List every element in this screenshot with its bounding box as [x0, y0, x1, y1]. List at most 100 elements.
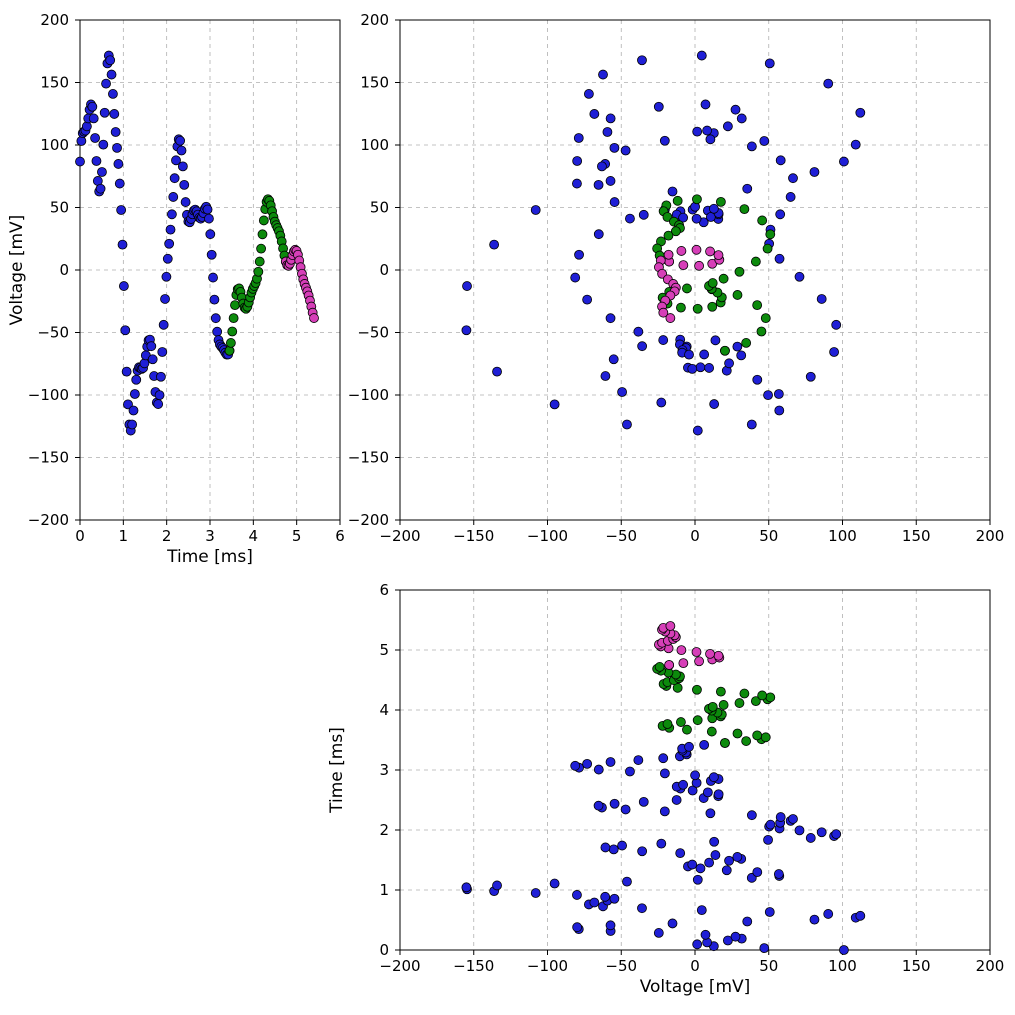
marker — [637, 56, 646, 65]
xtick-label: 200 — [976, 957, 1005, 975]
marker — [140, 359, 149, 368]
series-magenta — [654, 622, 723, 670]
marker — [639, 797, 648, 806]
marker — [677, 646, 686, 655]
marker — [82, 122, 91, 131]
marker — [230, 301, 239, 310]
marker — [121, 326, 130, 335]
marker — [743, 917, 752, 926]
ytick-label: 100 — [360, 136, 389, 154]
ytick-label: 150 — [40, 74, 69, 92]
marker — [735, 267, 744, 276]
marker — [693, 875, 702, 884]
marker — [765, 59, 774, 68]
marker — [610, 143, 619, 152]
ytick-label: −200 — [28, 511, 69, 529]
marker — [806, 833, 815, 842]
marker — [688, 860, 697, 869]
xlabel: Voltage [mV] — [640, 977, 751, 997]
marker — [594, 801, 603, 810]
marker — [747, 811, 756, 820]
marker — [753, 868, 762, 877]
marker — [660, 769, 669, 778]
marker — [706, 809, 715, 818]
marker — [178, 162, 187, 171]
xtick-label: 0 — [690, 957, 700, 975]
marker — [705, 858, 714, 867]
ytick-label: 4 — [379, 701, 389, 719]
marker — [766, 230, 775, 239]
marker — [733, 729, 742, 738]
ytick-label: 100 — [40, 136, 69, 154]
marker — [696, 864, 705, 873]
marker — [638, 342, 647, 351]
panel-top-right: −200−150−100−50050100150200−200−150−100−… — [348, 11, 1005, 545]
ytick-label: 6 — [379, 581, 389, 599]
marker — [213, 327, 222, 336]
marker — [77, 137, 86, 146]
marker — [830, 348, 839, 357]
marker — [856, 108, 865, 117]
marker — [735, 699, 744, 708]
marker — [795, 826, 804, 835]
marker — [660, 136, 669, 145]
marker — [92, 156, 101, 165]
marker — [731, 105, 740, 114]
marker — [203, 205, 212, 214]
marker — [695, 261, 704, 270]
marker — [609, 845, 618, 854]
marker — [720, 346, 729, 355]
marker — [763, 244, 772, 253]
ylabel: Voltage [mV] — [7, 215, 27, 326]
marker — [761, 314, 770, 323]
marker — [573, 923, 582, 932]
marker — [753, 731, 762, 740]
ytick-label: −150 — [28, 449, 69, 467]
marker — [751, 257, 760, 266]
marker — [740, 205, 749, 214]
marker — [161, 294, 170, 303]
marker — [155, 391, 164, 400]
marker — [696, 363, 705, 372]
marker — [162, 272, 171, 281]
marker — [703, 788, 712, 797]
marker — [462, 883, 471, 892]
marker — [764, 391, 773, 400]
marker — [206, 230, 215, 239]
ytick-label: 200 — [40, 11, 69, 29]
marker — [210, 295, 219, 304]
marker — [88, 102, 97, 111]
marker — [128, 420, 137, 429]
marker — [601, 843, 610, 852]
marker — [257, 244, 266, 253]
marker — [700, 350, 709, 359]
xtick-label: 200 — [976, 527, 1005, 545]
marker — [705, 363, 714, 372]
marker — [710, 837, 719, 846]
marker — [742, 737, 751, 746]
marker — [753, 301, 762, 310]
marker — [679, 659, 688, 668]
marker — [693, 940, 702, 949]
marker — [695, 657, 704, 666]
marker — [76, 157, 85, 166]
marker — [575, 250, 584, 259]
marker — [839, 157, 848, 166]
grid — [400, 590, 990, 950]
xtick-label: 50 — [759, 527, 778, 545]
marker — [700, 740, 709, 749]
marker — [764, 835, 773, 844]
marker — [682, 284, 691, 293]
marker — [722, 866, 731, 875]
marker — [601, 372, 610, 381]
xtick-label: 150 — [902, 527, 931, 545]
marker — [719, 700, 728, 709]
marker — [606, 757, 615, 766]
marker — [639, 210, 648, 219]
marker — [583, 759, 592, 768]
marker — [832, 320, 841, 329]
marker — [204, 214, 213, 223]
xtick-label: 4 — [249, 527, 259, 545]
marker — [159, 320, 168, 329]
xtick-label: 100 — [828, 527, 857, 545]
